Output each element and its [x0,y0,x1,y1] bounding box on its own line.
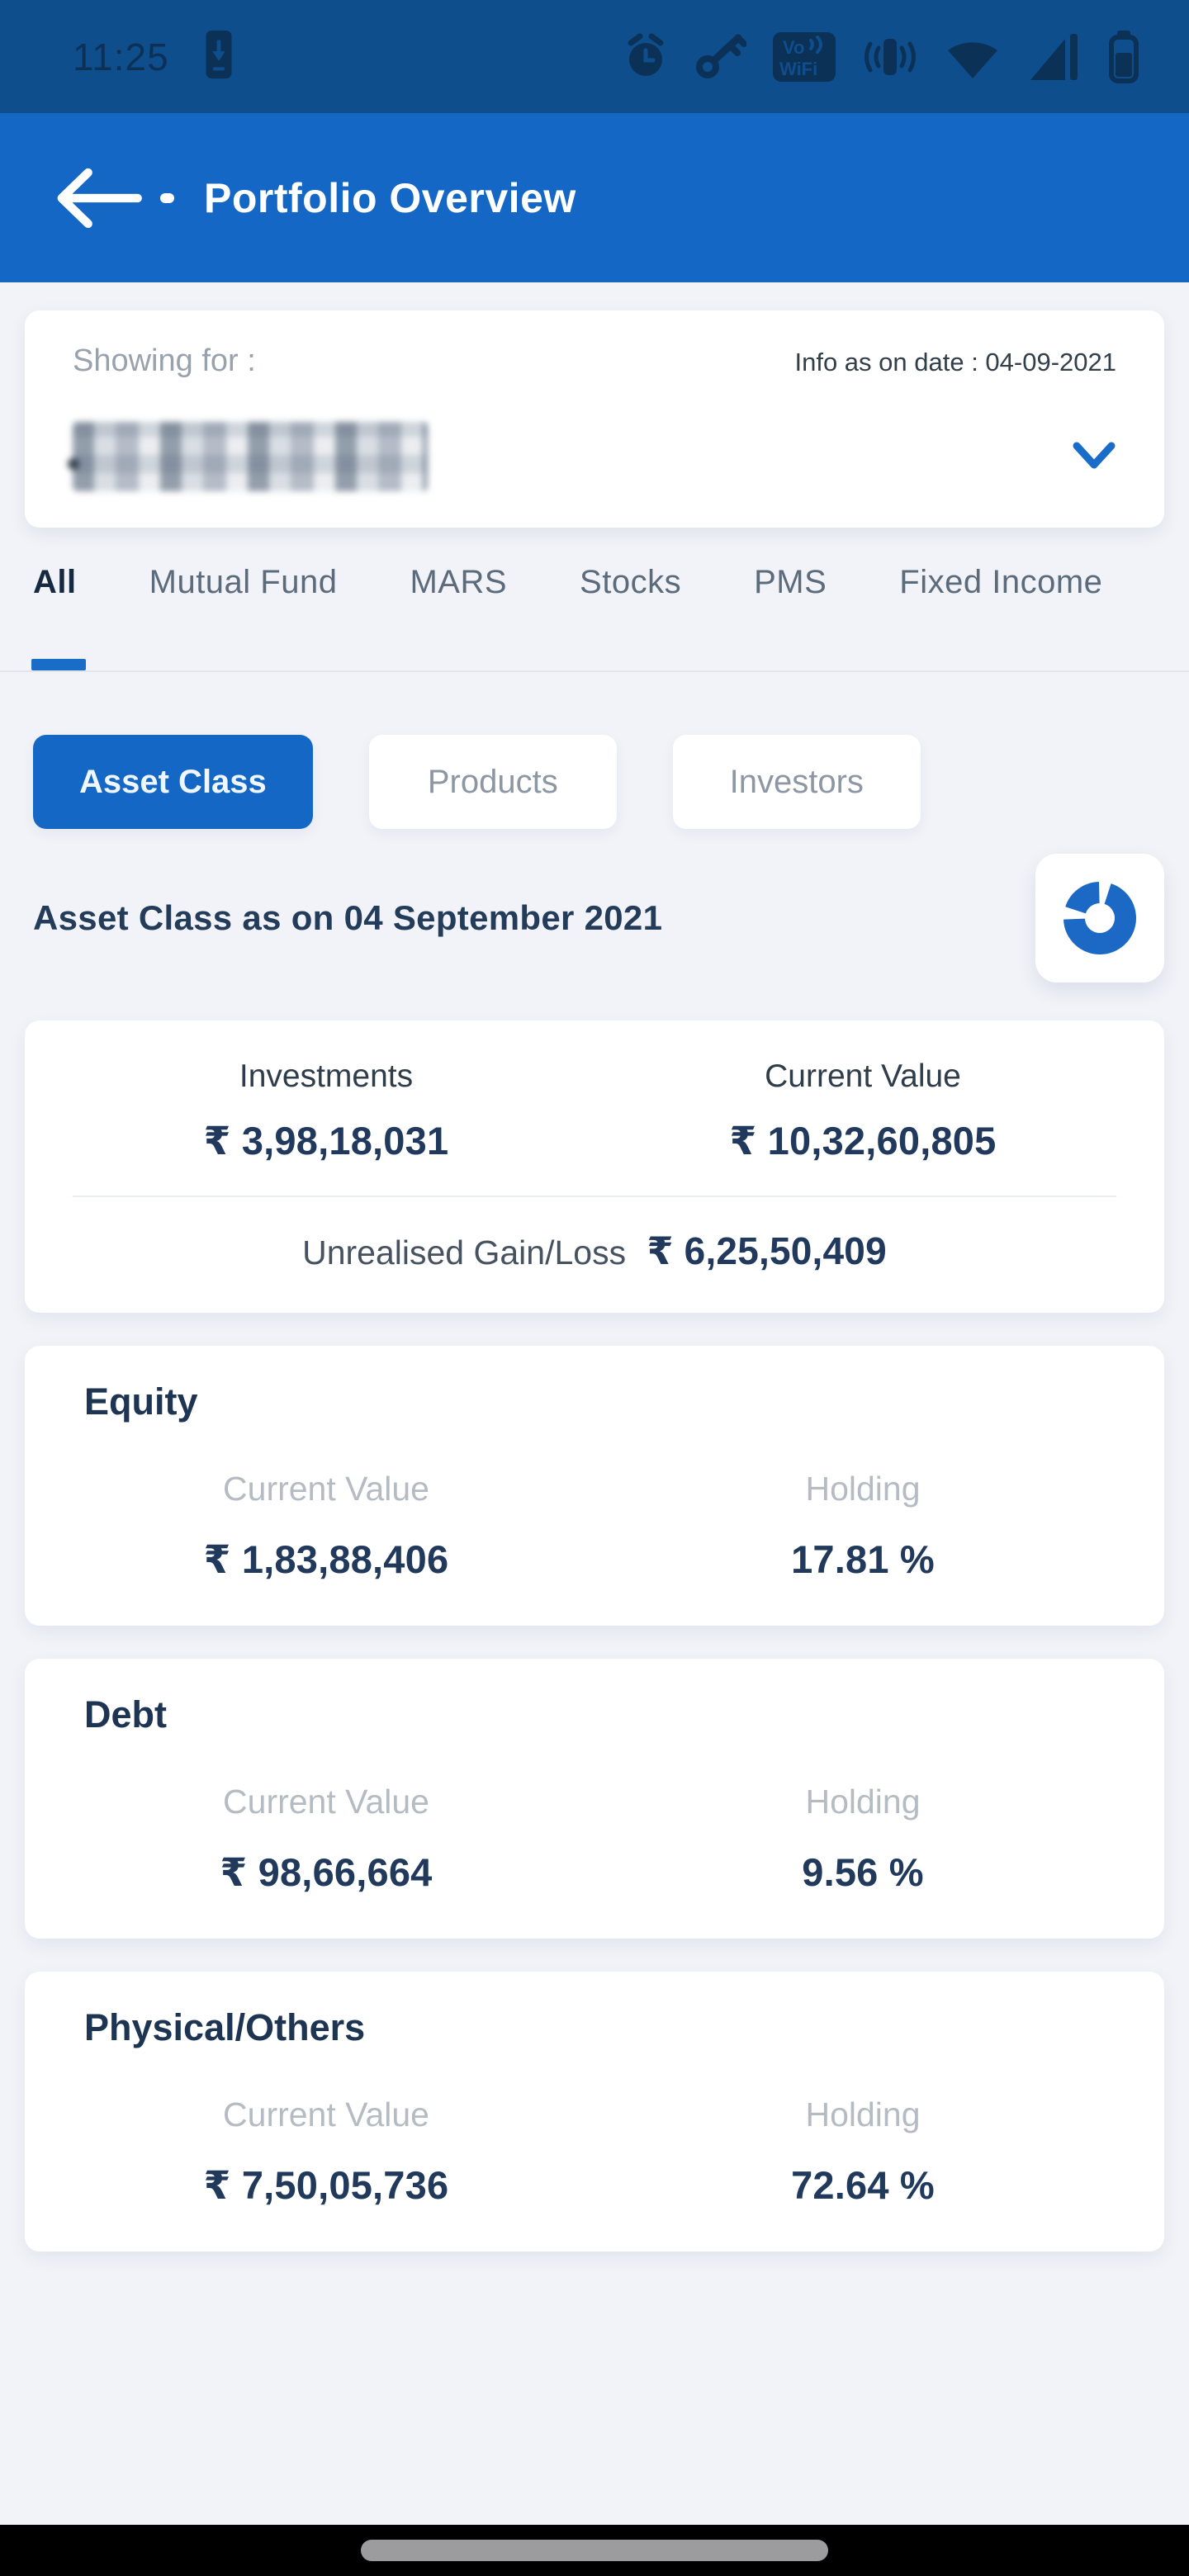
investments-label: Investments [239,1058,414,1094]
section-title: Asset Class as on 04 September 2021 [33,898,663,937]
investments-value: ₹ 3,98,18,031 [203,1119,449,1163]
wifi-icon [943,32,1002,82]
clock-time: 11:25 [73,35,169,78]
back-dot [160,192,174,203]
holding-value: 72.64 % [791,2163,935,2207]
status-bar: 11:25 [0,0,1189,113]
holding-value: 9.56 % [802,1850,924,1894]
divider [73,1196,1116,1197]
current-value: ₹ 7,50,05,736 [203,2163,449,2207]
tab-pms[interactable]: PMS [754,564,827,600]
current-value: ₹ 98,66,664 [220,1850,433,1894]
key-icon [695,34,746,80]
tab-stocks[interactable]: Stocks [580,564,682,600]
tab-all[interactable]: All [31,564,86,670]
current-value: ₹ 1,83,88,406 [203,1537,449,1581]
current-value-label: Current Value [765,1058,961,1094]
vowifi-icon: Vo WiFi [773,31,836,83]
showing-for-card: Showing for : Info as on date : 04-09-20… [25,310,1164,528]
alarm-icon [623,33,669,81]
asset-title: Physical/Others [84,2006,366,2048]
asset-class-button[interactable]: Asset Class [33,735,313,829]
asset-card-debt: Debt Current Value Holding ₹ 98,66,664 9… [25,1659,1164,1939]
tab-mutual-fund[interactable]: Mutual Fund [149,564,338,600]
asset-title: Equity [84,1380,198,1423]
unrealised-gain-loss-label: Unrealised Gain/Loss [302,1234,627,1271]
holding-value: 17.81 % [791,1537,935,1581]
system-navigation-bar [0,2525,1189,2576]
section-heading-row: Asset Class as on 04 September 2021 [0,852,1189,984]
asset-card-equity: Equity Current Value Holding ₹ 1,83,88,4… [25,1346,1164,1626]
unrealised-gain-loss-value: ₹ 6,25,50,409 [647,1229,887,1272]
info-date-label: Info as on date : 04-09-2021 [794,348,1116,376]
svg-text:Vo: Vo [783,37,804,58]
current-value: ₹ 10,32,60,805 [729,1119,997,1163]
portfolio-summary-card: Investments Current Value ₹ 3,98,18,031 … [25,1020,1164,1313]
current-value-label: Current Value [223,1783,429,1821]
holding-label: Holding [805,1470,921,1508]
holding-label: Holding [805,2095,921,2133]
holding-label: Holding [805,1783,921,1821]
app-bar: Portfolio Overview [0,113,1189,282]
asset-card-physical-others: Physical/Others Current Value Holding ₹ … [25,1972,1164,2252]
svg-text:WiFi: WiFi [779,59,817,79]
showing-for-label: Showing for : [73,343,256,378]
back-arrow-icon [57,168,142,228]
gesture-handle[interactable] [361,2540,828,2561]
signal-icon [1029,32,1080,82]
category-tabs: All Mutual Fund MARS Stocks PMS Fixed In… [0,549,1189,672]
current-value-label: Current Value [223,2095,429,2133]
back-button[interactable] [46,161,174,235]
view-filter-buttons: Asset Class Products Investors [0,735,1189,829]
vibrate-icon [862,31,917,83]
phone-download-icon [202,29,235,84]
tab-fixed-income[interactable]: Fixed Income [899,564,1103,600]
current-value-label: Current Value [223,1470,429,1508]
donut-chart-icon [1063,882,1136,954]
selected-investor-name-redacted [68,422,428,491]
donut-chart-button[interactable] [1035,854,1164,983]
products-button[interactable]: Products [368,735,617,829]
asset-title: Debt [84,1693,167,1735]
investor-selector[interactable] [68,422,1116,491]
tab-mars[interactable]: MARS [410,564,508,600]
battery-icon [1106,30,1141,83]
investors-button[interactable]: Investors [672,735,921,829]
page-title: Portfolio Overview [204,174,576,221]
chevron-down-icon[interactable] [1072,442,1116,471]
